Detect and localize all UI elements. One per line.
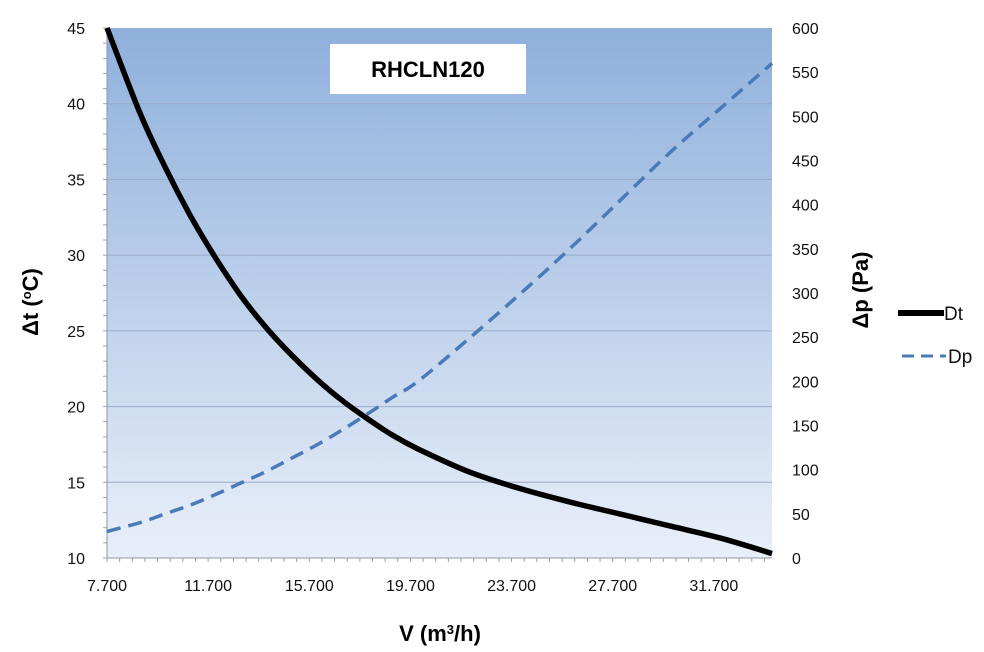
x-tick-label: 7.700: [87, 578, 127, 595]
left-tick-label: 35: [67, 172, 85, 189]
right-y-axis-title: Δp (Pa): [848, 252, 873, 329]
right-tick-label: 100: [792, 463, 819, 480]
x-tick-label: 15.700: [285, 578, 334, 595]
x-axis-ticks: 7.700 11.700 15.700 19.700 23.700 27.700 31.70…: [87, 578, 738, 595]
chart-title: RHCLN120: [371, 57, 485, 82]
x-tick-label: 19.700: [386, 578, 435, 595]
chart-title-box: [330, 44, 526, 94]
x-axis-title: V (m3/h): [399, 621, 481, 646]
right-tick-label: 0: [792, 551, 801, 568]
left-axis-ticks: 10 15 20 25 30 35 40 45: [67, 21, 85, 568]
right-axis-ticks: 0 50 100 150 200 250 300 350 400 450 500 550 600: [792, 21, 819, 568]
right-tick-label: 550: [792, 65, 819, 82]
left-tick-label: 15: [67, 475, 85, 492]
minor-ticks: [103, 27, 772, 562]
series-line-dt: [104, 27, 773, 557]
x-tick-label: 27.700: [588, 578, 637, 595]
right-tick-label: 350: [792, 242, 819, 259]
left-tick-label: 20: [67, 400, 85, 417]
x-tick-label: 31.700: [689, 578, 738, 595]
series-layer: [104, 27, 774, 557]
left-tick-label: 25: [67, 324, 85, 341]
right-tick-label: 200: [792, 374, 819, 391]
left-tick-label: 40: [67, 97, 85, 114]
gridlines: [107, 103, 772, 483]
right-tick-label: 600: [792, 21, 819, 38]
plot-area: [107, 28, 772, 558]
legend-dp-label: Dp: [948, 347, 972, 368]
right-tick-label: 450: [792, 154, 819, 171]
right-tick-label: 400: [792, 198, 819, 215]
x-tick-label: 11.700: [184, 578, 232, 595]
series-line-dp: [106, 61, 774, 534]
left-tick-label: 45: [67, 21, 85, 38]
legend-dt-label: Dt: [944, 304, 964, 325]
left-tick-label: 30: [67, 248, 85, 265]
right-tick-label: 50: [792, 507, 810, 524]
left-y-axis-title: Δt (oC): [18, 268, 43, 336]
right-tick-label: 150: [792, 419, 819, 436]
left-tick-label: 10: [67, 551, 85, 568]
right-tick-label: 250: [792, 330, 819, 347]
right-tick-label: 300: [792, 286, 819, 303]
x-tick-label: 23.700: [487, 578, 536, 595]
legend: Dt Dp: [898, 304, 972, 368]
right-tick-label: 500: [792, 109, 819, 126]
